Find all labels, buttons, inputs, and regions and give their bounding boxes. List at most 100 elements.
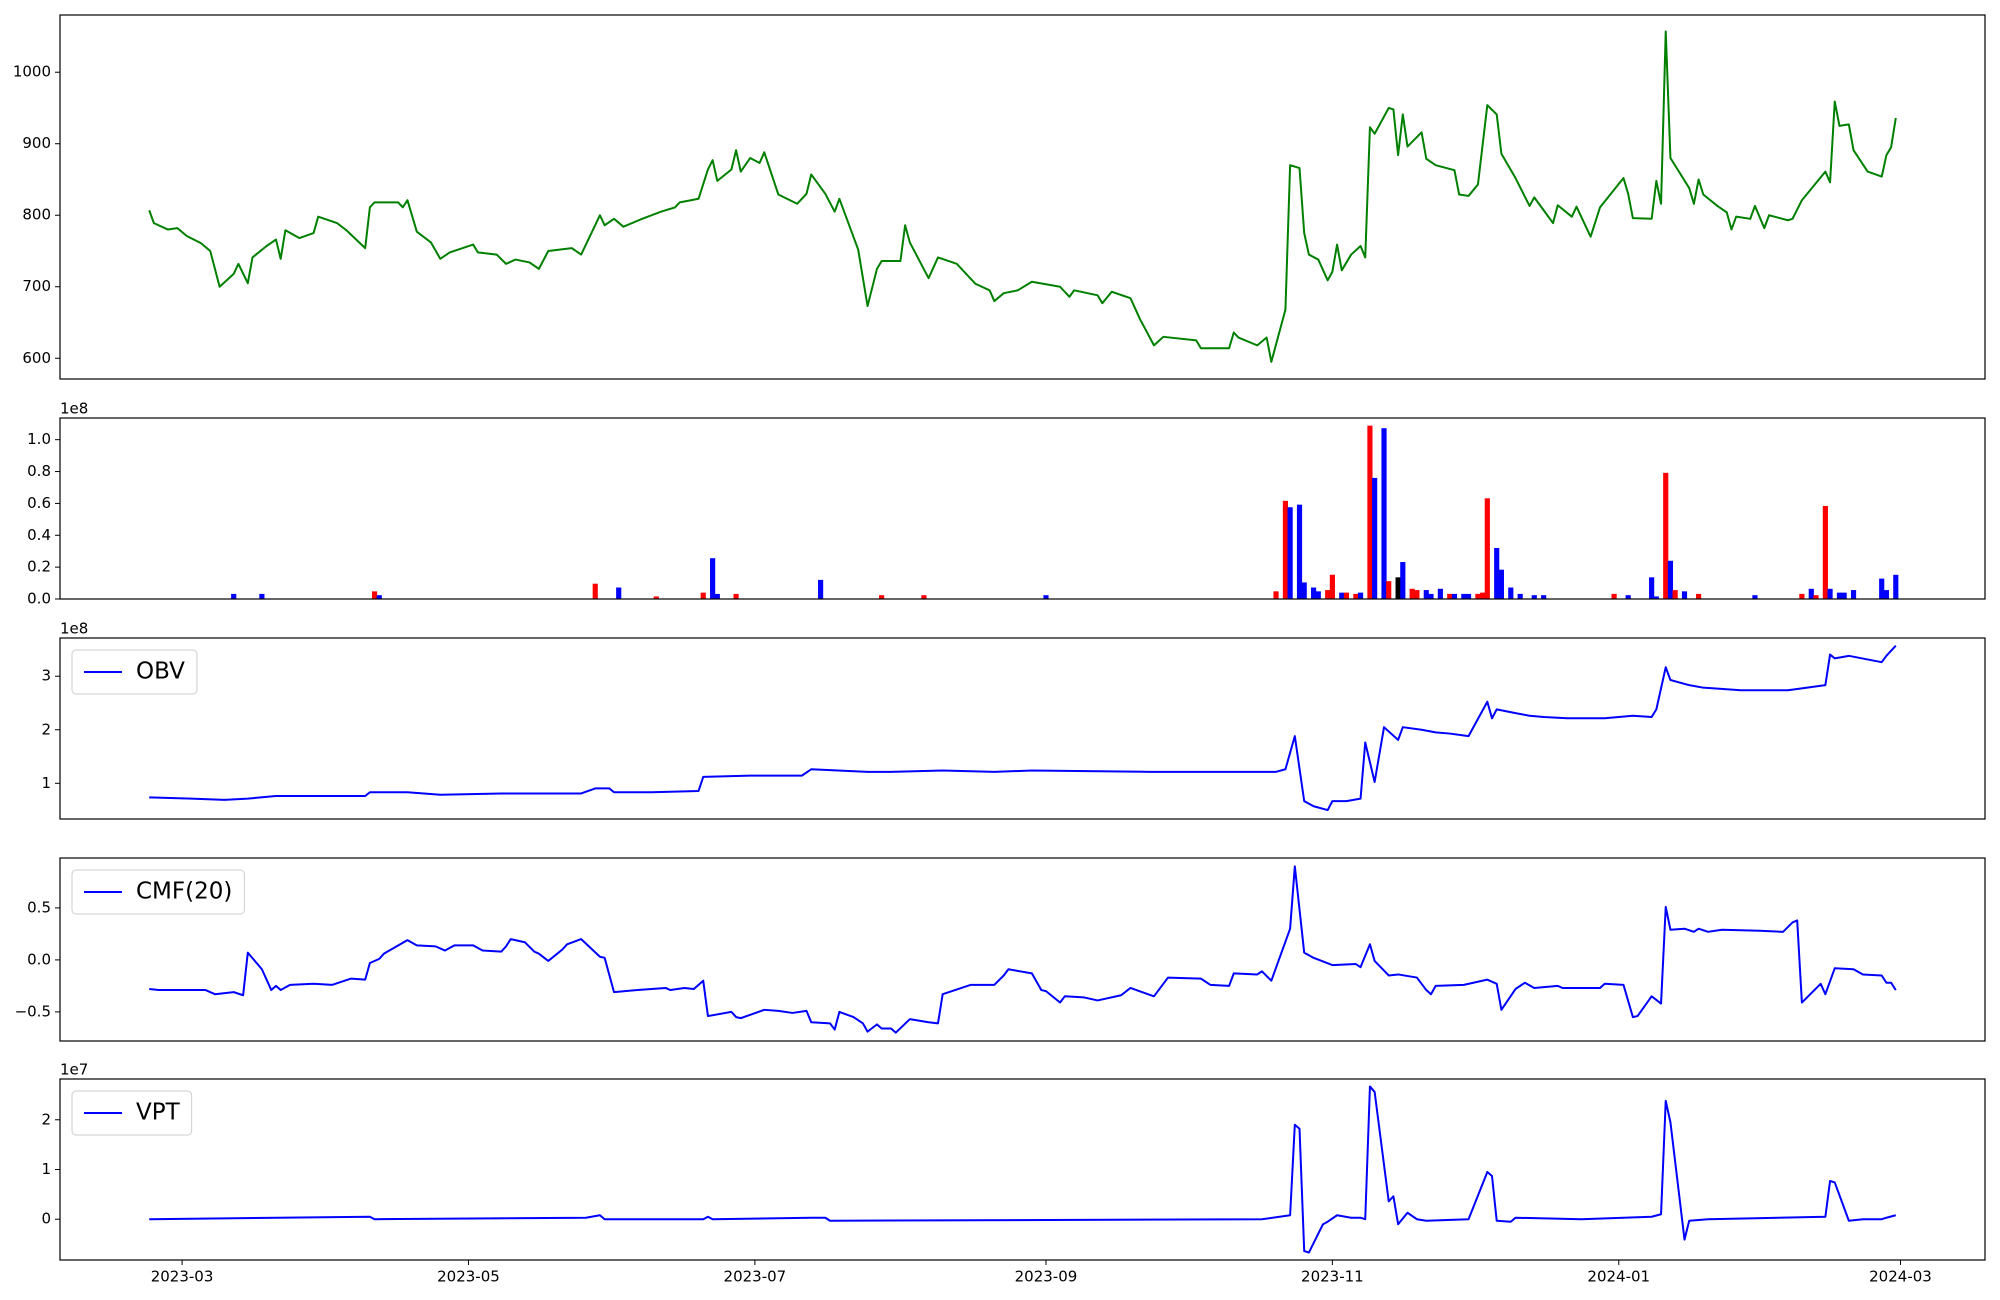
offset-text: 1e8 [60,400,88,418]
legend-box [71,649,198,695]
legend-label: VPT [136,1100,181,1126]
y-tick-label: 2 [41,720,51,738]
bar [1325,590,1331,599]
bar [879,595,885,599]
bar [1653,596,1659,599]
y-tick-label: 0.6 [27,494,51,512]
bar [592,583,598,599]
y-tick-label: −0.5 [15,1002,51,1020]
bar [1423,590,1429,599]
bar [1414,590,1420,599]
bar [733,593,739,599]
bar [1667,560,1674,599]
bar [1850,590,1857,599]
bar [1752,595,1758,599]
bar [1400,562,1406,599]
bar [1836,592,1843,599]
bar [1649,577,1655,599]
axes-frame [59,857,1986,1042]
bar [1827,588,1833,599]
bar [1329,574,1335,599]
y-tick-label: 0 [41,1210,51,1228]
bar [1301,582,1307,599]
bar [1339,592,1345,599]
legend-label: CMF(20) [136,879,232,905]
bar [1311,587,1317,599]
bar [1663,472,1669,599]
bar [710,558,716,599]
bar [1672,590,1678,599]
axes-frame [59,637,1986,820]
offset-text: 1e7 [60,1061,88,1079]
bar [1296,504,1303,599]
bar [231,593,237,599]
line [149,865,1897,1034]
y-tick-label: 0.5 [27,898,51,916]
bar [1353,593,1359,599]
bar [1287,507,1293,599]
offset-text: 1e8 [60,620,88,638]
bar [1447,593,1453,599]
legend: OBV [71,649,198,695]
y-tick-label: 900 [22,134,51,152]
x-tick-label: 2023-05 [437,1268,500,1286]
bar [818,579,824,599]
bar [1484,498,1490,599]
panel: 0.0 0.2 0.4 0.6 0.8 1.0 1e8 [27,400,1986,608]
y-tick-label: 1000 [13,63,51,81]
legend-label: OBV [136,659,185,685]
bar [616,587,622,599]
bar [1282,500,1289,599]
axes-frame [59,1078,1986,1261]
y-tick-label: 0.8 [27,462,51,480]
panel: −0.5 0.0 0.5 CMF(20) [15,857,1986,1042]
panel: 1 2 3 1e8 OBV [41,620,1986,820]
bar [1409,588,1415,599]
bar [1625,595,1631,599]
bar [1681,591,1688,599]
y-tick-label: 3 [41,667,51,685]
bar [1381,428,1387,599]
bar [1357,592,1364,599]
y-tick-label: 2 [41,1110,51,1128]
y-tick-label: 0.4 [27,526,51,544]
legend: CMF(20) [71,869,245,915]
bar [1461,593,1467,599]
bar [371,591,378,599]
axes-frame [59,14,1986,380]
bar [1799,593,1805,599]
bar [653,596,659,599]
x-tick-label: 2023-11 [1301,1268,1364,1286]
x-tick-label: 2023-07 [724,1268,787,1286]
y-tick-label: 1 [41,1160,51,1178]
bar [1343,592,1350,599]
bar [1386,581,1392,599]
bar [714,593,720,599]
bar [1822,505,1828,599]
bar [1517,593,1523,599]
bar [1043,595,1049,599]
bar [921,595,927,599]
bar [1808,588,1814,599]
bar [1893,574,1899,599]
bar [1494,548,1500,599]
bar [1841,592,1847,599]
bar [1372,477,1378,599]
legend-box [71,869,245,915]
legend-box [71,1090,193,1136]
bar [1475,593,1481,599]
bar [1273,591,1279,599]
y-tick-label: 600 [22,349,51,367]
line [148,30,1897,363]
bar [1428,593,1434,599]
panel: 0 1 2 2023-03 2023-05 2023-07 2023-09 2023-11 20… [41,1061,1986,1286]
axes-frame [59,417,1986,600]
y-tick-label: 0.0 [27,590,51,608]
bar [1480,592,1486,599]
y-tick-label: 1 [41,774,51,792]
x-tick-label: 2023-09 [1015,1268,1078,1286]
line [149,644,1897,812]
bar [1508,587,1514,599]
bar [1531,595,1537,599]
